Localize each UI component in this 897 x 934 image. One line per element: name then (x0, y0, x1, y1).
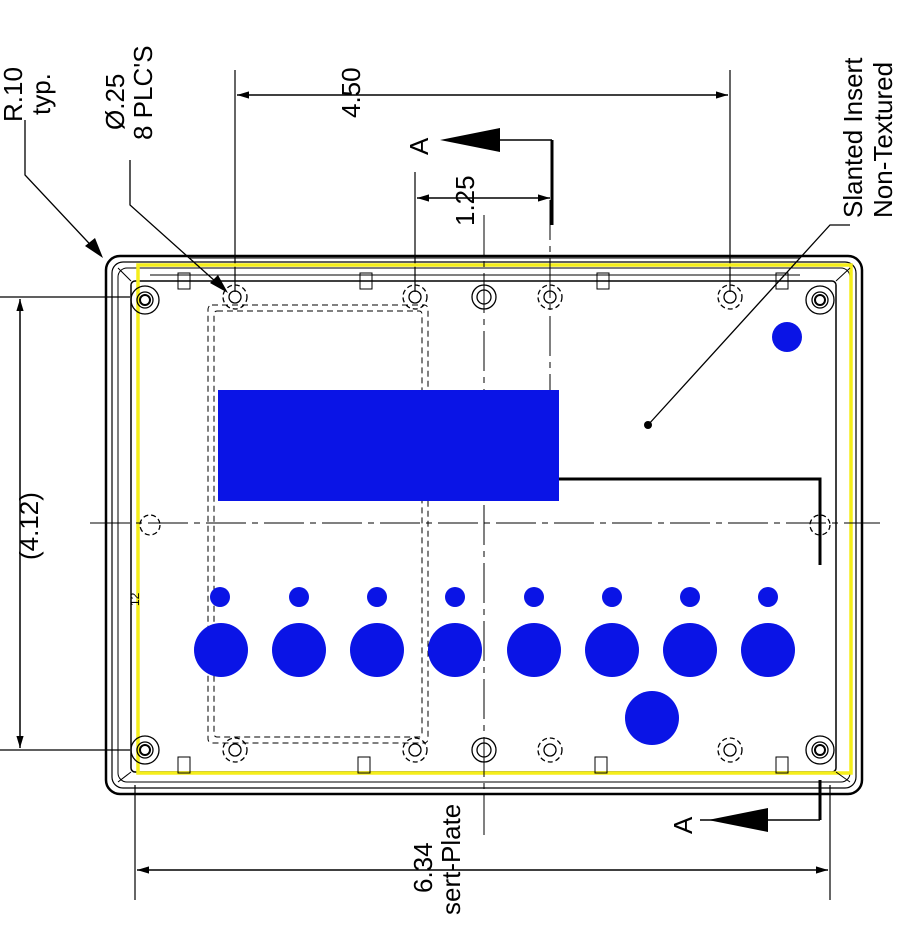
leader-lines (24, 120, 850, 426)
boss-tabs (177, 272, 789, 774)
led-hole (602, 587, 622, 607)
led-hole (758, 587, 778, 607)
radius-label-line2: typ. (26, 73, 56, 115)
mounting-holes (139, 284, 831, 763)
led-hole (524, 587, 544, 607)
hole-leader-arrow (210, 275, 228, 293)
display-cutout (218, 390, 559, 501)
hole-label-line1: Ø.25 (100, 74, 130, 130)
section-arrow-bottom (708, 808, 768, 832)
button-hole (350, 623, 404, 677)
button-hole (663, 623, 717, 677)
corner-bosses (130, 285, 835, 765)
large-button-hole (625, 691, 679, 745)
section-label-bottom: A (668, 816, 698, 834)
dim-overall-label: 6.34 (408, 842, 438, 893)
insert-label-line1: Slanted Insert (838, 57, 868, 218)
plate-label: sert-Plate (436, 804, 466, 915)
wall-details (117, 257, 851, 783)
hole-label-line2: 8 PLC'S (128, 45, 158, 140)
wall-mark: 12 (128, 592, 142, 606)
button-hole (428, 623, 482, 677)
dim-height-label: (4.12) (14, 492, 44, 560)
led-hole (289, 587, 309, 607)
led-hole (445, 587, 465, 607)
inner-plate (207, 304, 429, 744)
led-hole (210, 587, 230, 607)
button-hole (585, 623, 639, 677)
led-hole (680, 587, 700, 607)
dim-offset-label: 1.25 (450, 175, 480, 226)
button-hole (741, 623, 795, 677)
section-label-top: A (404, 137, 434, 155)
top-right-hole (772, 322, 802, 352)
insert-leader-dot (644, 421, 652, 429)
button-hole (507, 623, 561, 677)
section-line (550, 140, 822, 820)
radius-label-line1: R.10 (0, 67, 28, 122)
button-hole (194, 623, 248, 677)
radius-leader-arrow (85, 238, 103, 258)
button-hole (272, 623, 326, 677)
insert-label-line2: Non-Textured (868, 62, 897, 218)
led-hole (367, 587, 387, 607)
center-lines (90, 200, 880, 835)
cutouts (194, 322, 802, 745)
gasket-line (136, 263, 853, 775)
section-arrow-top (440, 128, 500, 152)
dim-width-top-label: 4.50 (336, 67, 366, 118)
